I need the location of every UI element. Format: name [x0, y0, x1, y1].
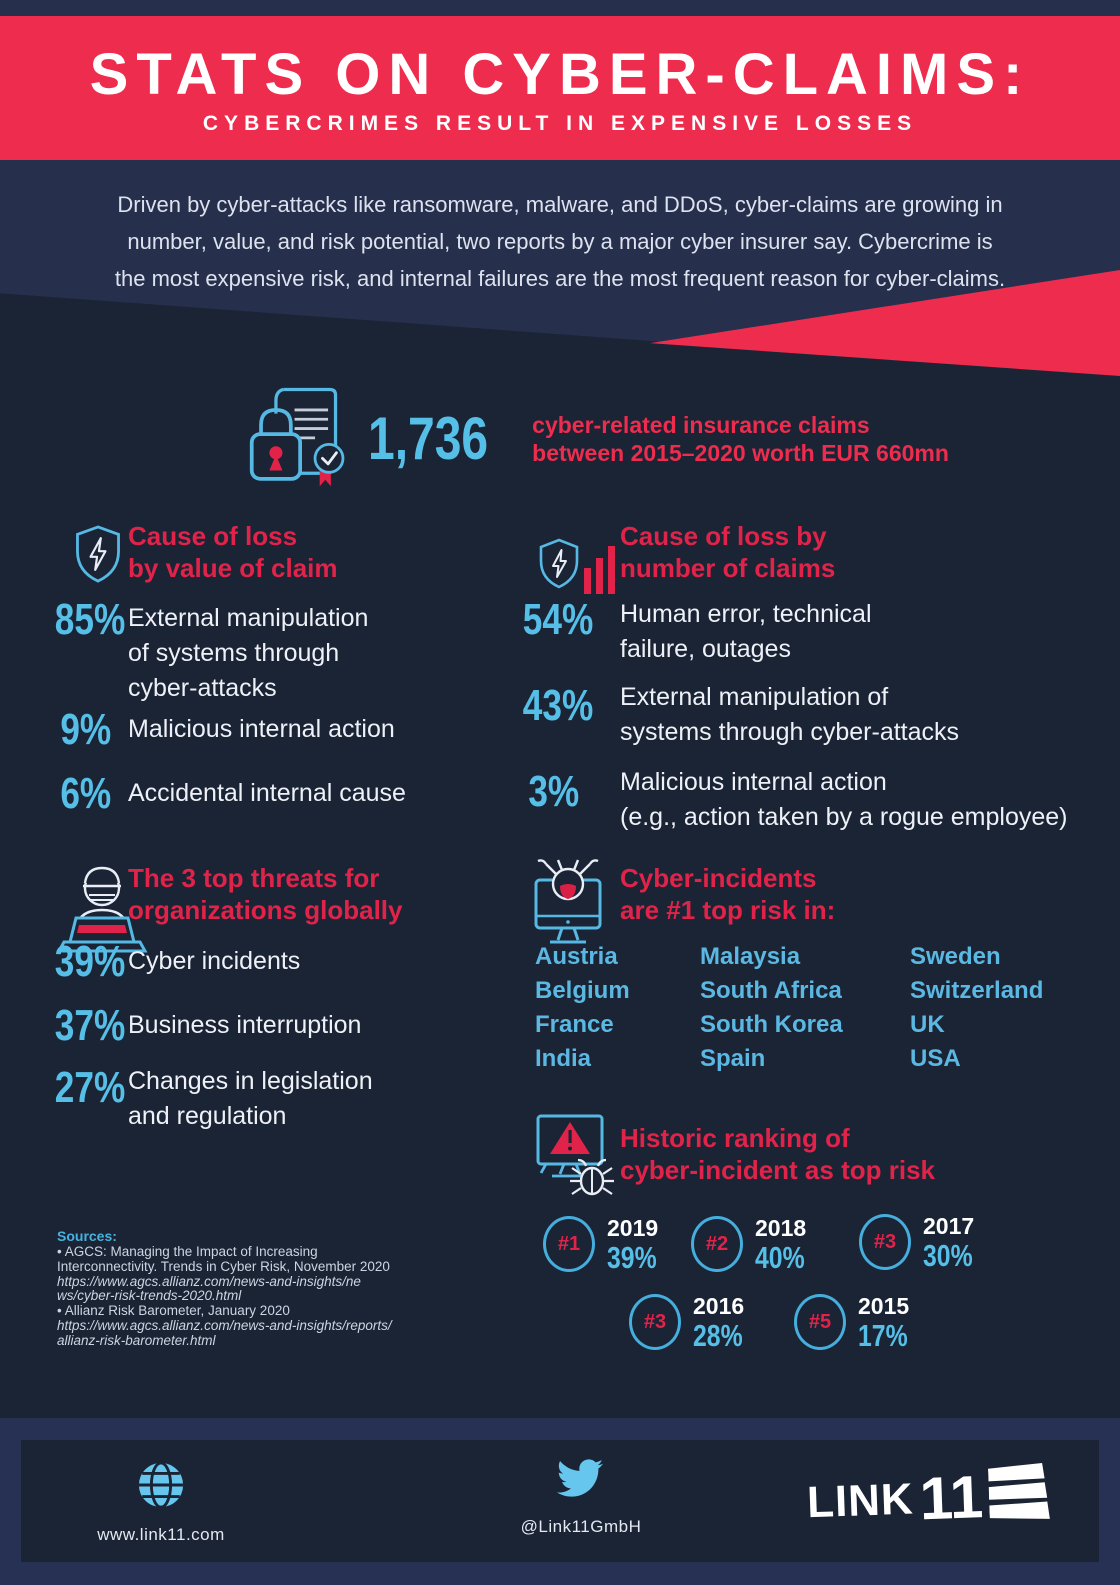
stat-pct: 9% — [60, 705, 112, 754]
footer-twitter-group: @Link11GmbH — [481, 1458, 681, 1537]
country: UK — [910, 1011, 945, 1038]
stat-label: Changes in legislation and regulation — [128, 1067, 373, 1130]
heading-top-threats: The 3 top threats for organizations glob… — [128, 863, 403, 925]
logo-number: 11 — [918, 1462, 985, 1532]
rank-badge: #3 — [629, 1294, 681, 1350]
rank-pct: 17% — [858, 1318, 908, 1353]
stat-pct: 39% — [54, 937, 126, 986]
stat-label: Cyber incidents — [128, 947, 301, 975]
source-line: Interconnectivity. Trends in Cyber Risk,… — [57, 1258, 390, 1274]
rank-badge: #3 — [859, 1214, 911, 1270]
rank-badge: #5 — [794, 1294, 846, 1350]
ranking-item: #5 2015 17% — [794, 1294, 920, 1352]
logo-text: LINK — [806, 1474, 915, 1527]
country: Austria — [535, 943, 618, 970]
stat-pct: 27% — [54, 1063, 126, 1112]
country-column-3: Sweden Switzerland UK USA — [910, 940, 1043, 1076]
insurance-claim-lock-document-icon — [246, 382, 358, 495]
stat-label: External manipulation of systems through… — [128, 604, 369, 702]
rank-pct: 39% — [607, 1240, 657, 1275]
claims-desc-line2: between 2015–2020 worth EUR 660mn — [532, 439, 949, 466]
monitor-warning-bug-icon — [534, 1110, 618, 1207]
footer-website-group: www.link11.com — [61, 1460, 261, 1545]
top-strip — [0, 0, 1120, 16]
source-url[interactable]: ws/cyber-risk-trends-2020.html — [57, 1288, 242, 1304]
stat-label: Malicious internal action (e.g., action … — [620, 768, 1068, 831]
heading-historic-ranking: Historic ranking of cyber-incident as to… — [620, 1123, 935, 1185]
website-link[interactable]: www.link11.com — [97, 1525, 225, 1544]
sources: Sources: • AGCS: Managing the Impact of … — [57, 1228, 417, 1349]
country-column-2: Malaysia South Africa South Korea Spain — [700, 940, 843, 1076]
twitter-icon — [557, 1458, 605, 1507]
ranking-item: #3 2016 28% — [629, 1294, 755, 1352]
twitter-handle[interactable]: @Link11GmbH — [520, 1517, 642, 1536]
source-url[interactable]: https://www.agcs.allianz.com/news-and-in… — [57, 1273, 361, 1289]
rank-year: 2017 — [923, 1213, 975, 1239]
rank-pct: 30% — [923, 1238, 973, 1273]
source-url[interactable]: allianz-risk-barometer.html — [57, 1332, 216, 1348]
rank-year: 2016 — [693, 1293, 745, 1319]
country: South Africa — [700, 977, 842, 1004]
rank-badge: #1 — [543, 1216, 595, 1272]
country-column-1: Austria Belgium France India — [535, 940, 630, 1076]
rank-pct: 28% — [693, 1318, 743, 1353]
country: Belgium — [535, 977, 630, 1004]
globe-icon — [136, 1460, 186, 1515]
stat-pct: 85% — [54, 595, 126, 644]
page-subtitle: CYBERCRIMES RESULT IN EXPENSIVE LOSSES — [202, 112, 918, 135]
rank-year: 2019 — [607, 1215, 659, 1241]
shield-barchart-icon — [534, 538, 634, 605]
heading-number-of-claims: Cause of loss by number of claims — [620, 521, 836, 583]
claims-desc-line1: cyber-related insurance claims — [532, 411, 870, 438]
stat-pct: 37% — [54, 1001, 126, 1050]
footer-panel: www.link11.com @Link11GmbH LINK 11 — [21, 1440, 1099, 1562]
country: Malaysia — [700, 943, 801, 970]
country: India — [535, 1045, 592, 1072]
link11-logo: LINK 11 — [806, 1462, 1052, 1535]
rank-year: 2018 — [755, 1215, 807, 1241]
country: South Korea — [700, 1011, 843, 1038]
country: Sweden — [910, 943, 1001, 970]
stat-label: Human error, technical failure, outages — [620, 600, 872, 663]
stat-label: External manipulation of systems through… — [620, 683, 960, 746]
stat-pct: 6% — [60, 769, 112, 818]
logo-bars-icon — [987, 1462, 1052, 1529]
country: USA — [910, 1045, 961, 1072]
rank-badge: #2 — [691, 1216, 743, 1272]
heading-value-of-claim: Cause of loss by value of claim — [128, 521, 338, 583]
rank-pct: 40% — [755, 1240, 805, 1275]
shield-lightning-icon — [70, 522, 126, 591]
claims-count: 1,736 — [368, 404, 489, 472]
heading-top-risk: Cyber-incidents are #1 top risk in: — [620, 863, 836, 925]
page-title: STATS ON CYBER-CLAIMS: — [89, 42, 1031, 107]
country: France — [535, 1011, 614, 1038]
ranking-item: #1 2019 39% — [543, 1216, 669, 1274]
claims-banner: 1,736 cyber-related insurance claims bet… — [246, 382, 949, 495]
header-banner: STATS ON CYBER-CLAIMS: CYBERCRIMES RESUL… — [0, 16, 1120, 160]
intro-paragraph: Driven by cyber-attacks like ransomware,… — [114, 192, 1006, 291]
ranking-item: #3 2017 30% — [859, 1214, 985, 1272]
source-url[interactable]: https://www.agcs.allianz.com/news-and-in… — [57, 1317, 392, 1333]
stat-label: Malicious internal action — [128, 715, 395, 743]
source-line: • AGCS: Managing the Impact of Increasin… — [57, 1244, 318, 1259]
country: Spain — [700, 1045, 766, 1072]
stat-pct: 3% — [528, 767, 580, 816]
ranking-item: #2 2018 40% — [691, 1216, 817, 1274]
stat-pct: 54% — [522, 595, 594, 644]
source-line: • Allianz Risk Barometer, January 2020 — [57, 1303, 290, 1319]
stat-label: Business interruption — [128, 1011, 362, 1039]
monitor-bug-icon — [530, 856, 610, 953]
stat-pct: 43% — [522, 681, 594, 730]
country: Switzerland — [910, 977, 1044, 1004]
sources-title: Sources: — [57, 1228, 117, 1244]
hacker-laptop-icon — [50, 856, 154, 961]
rank-year: 2015 — [858, 1293, 910, 1319]
stat-label: Accidental internal cause — [128, 779, 406, 807]
